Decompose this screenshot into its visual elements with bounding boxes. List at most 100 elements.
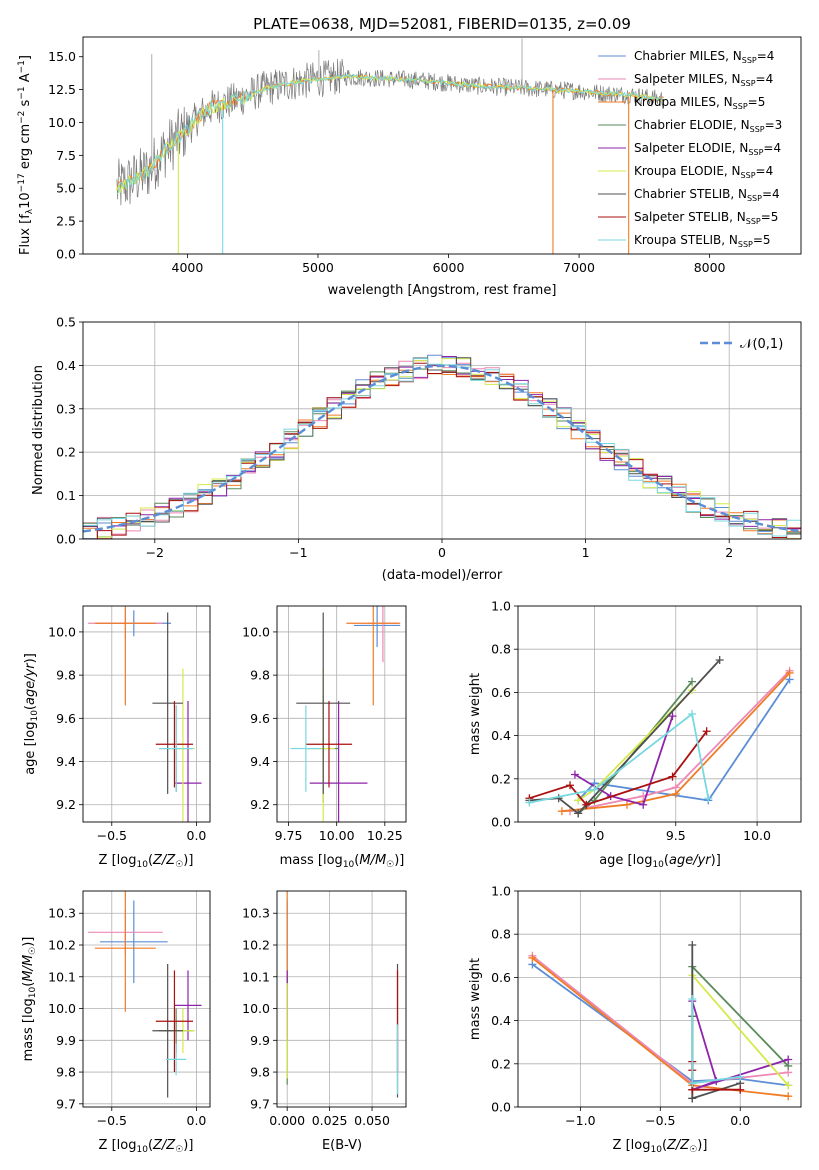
weight-marker [785, 668, 794, 677]
y-tick-label: 0.8 [491, 642, 511, 657]
chart-ebv-mass: 0.000 0.025 0.050 9.7 9.8 9.9 10.0 10.1 10.2 10.3… [242, 890, 407, 1153]
x-tick-label: 0.0 [187, 1113, 207, 1128]
histogram-series [83, 358, 801, 537]
chart-z-weight: −1.0 −0.5 0.0 0.0 0.2 0.4 0.6 0.8 1.0 Z [log10(Z/… [468, 884, 802, 1155]
plot-area [83, 891, 210, 1107]
weight-marker [574, 796, 583, 805]
weight-marker [784, 1081, 793, 1090]
plot-area [277, 606, 406, 822]
axes-frame [276, 605, 407, 823]
y-tick-label: 9.8 [56, 668, 76, 683]
x-tick-label: 10.00 [319, 828, 355, 843]
weight-marker [525, 798, 534, 807]
y-tick-label: 10.3 [48, 906, 76, 921]
y-tick-label: 0.1 [56, 488, 76, 503]
weight-marker [736, 1072, 745, 1081]
y-tick-label: 1.0 [491, 884, 511, 899]
weight-marker [554, 794, 563, 803]
x-tick-label: 0.025 [312, 1113, 348, 1128]
x-tick-label: −0.5 [97, 828, 127, 843]
weight-marker [582, 800, 591, 809]
y-tick-label: 0.4 [56, 358, 76, 373]
weight-marker [590, 785, 599, 794]
legend-entry: Chabrier MILES, NSSP=4 [634, 49, 774, 65]
weight-series [691, 999, 741, 1085]
axes-frame [82, 605, 211, 823]
weight-marker [736, 1085, 745, 1094]
model-spectrum [116, 73, 665, 195]
x-tick-label: 9.0 [584, 828, 604, 843]
axis-label: Z [log10(Z/Z☉)] [613, 1138, 708, 1155]
axis-label: mass [log10(M/M☉)] [21, 937, 38, 1062]
y-axis-label: Normed distribution [31, 365, 46, 495]
x-tick-label: −0.5 [645, 1113, 675, 1128]
y-tick-label: 0.6 [491, 685, 511, 700]
y-tick-label: 9.8 [250, 668, 270, 683]
axes-frame [82, 321, 802, 540]
y-tick-label: 7.5 [56, 148, 76, 163]
weight-marker [639, 800, 648, 809]
weight-marker [570, 770, 579, 779]
y-tick-label: 10.0 [48, 115, 76, 130]
weight-marker [784, 1092, 793, 1101]
weight-marker [702, 727, 711, 736]
data-spectrum [116, 58, 665, 206]
x-tick-label: 0.000 [269, 1113, 305, 1128]
y-tick-label: 0.6 [491, 970, 511, 985]
y-tick-label: 10.2 [242, 938, 270, 953]
legend-entry: Salpeter ELODIE, NSSP=4 [634, 141, 781, 157]
y-tick-label: 9.7 [56, 1096, 76, 1111]
y-tick-label: 0.2 [56, 445, 76, 460]
x-tick-label: 9.75 [275, 828, 303, 843]
x-tick-label: 4000 [172, 260, 204, 275]
weight-series [691, 974, 789, 1086]
x-tick-label: 1 [582, 545, 590, 560]
plot-area [277, 891, 406, 1107]
y-tick-label: 9.9 [250, 1033, 270, 1048]
weight-marker [688, 1094, 697, 1103]
y-tick-label: 9.2 [56, 797, 76, 812]
x-tick-label: 0.050 [354, 1113, 390, 1128]
weight-marker [784, 1055, 793, 1064]
y-tick-label: 0.0 [491, 815, 511, 830]
y-tick-label: 0.4 [491, 728, 511, 743]
weight-marker [688, 677, 697, 686]
plot-area [83, 606, 210, 822]
y-tick-label: 10.0 [48, 624, 76, 639]
x-tick-label: −2 [146, 545, 164, 560]
y-tick-label: 9.9 [56, 1033, 76, 1048]
weight-marker [528, 953, 537, 962]
y-tick-label: 10.0 [48, 1001, 76, 1016]
weight-marker [574, 809, 583, 818]
y-tick-label: 0.0 [56, 247, 76, 262]
weight-marker [557, 807, 566, 816]
chart-age-weight: 9.0 9.5 10.0 0.0 0.2 0.4 0.6 0.8 1.0 age [log10(a… [468, 599, 802, 870]
axis-label: age [log10(age/yr)] [23, 653, 40, 775]
y-tick-label: 9.4 [250, 754, 270, 769]
chart-mass-age: 9.75 10.00 10.25 9.2 9.4 9.6 9.8 10.0 mass [log1… [242, 605, 407, 870]
y-tick-label: 9.2 [250, 797, 270, 812]
x-tick-label: 8000 [694, 260, 726, 275]
y-tick-label: 12.5 [48, 82, 76, 97]
legend: Chabrier MILES, NSSP=4 Salpeter MILES, NS… [598, 49, 782, 249]
x-tick-label: 9.5 [666, 828, 686, 843]
weight-series [561, 672, 791, 813]
chart-title: PLATE=0638, MJD=52081, FIBERID=0135, z=0… [253, 15, 631, 33]
histogram-series [83, 357, 801, 535]
axes-frame [517, 890, 802, 1108]
y-tick-label: 9.6 [250, 711, 270, 726]
y-tick-label: 9.4 [56, 754, 76, 769]
y-tick-label: 10.1 [242, 969, 270, 984]
axis-label: Z [log10(Z/Z☉)] [99, 1138, 194, 1155]
y-tick-label: 10.0 [242, 624, 270, 639]
x-tick-label: −0.5 [97, 1113, 127, 1128]
legend-entry: Salpeter STELIB, NSSP=5 [634, 210, 778, 226]
weight-marker [668, 712, 677, 721]
y-axis-label: Flux [fλ10−17 erg cm−2 s−1 A−1] [17, 55, 35, 255]
y-tick-label: 0.5 [56, 315, 76, 330]
weight-marker [704, 794, 713, 803]
weight-marker [688, 710, 697, 718]
y-tick-label: 10.2 [48, 938, 76, 953]
y-tick-label: 9.7 [250, 1096, 270, 1111]
legend-entry: Kroupa ELODIE, NSSP=4 [634, 164, 773, 180]
